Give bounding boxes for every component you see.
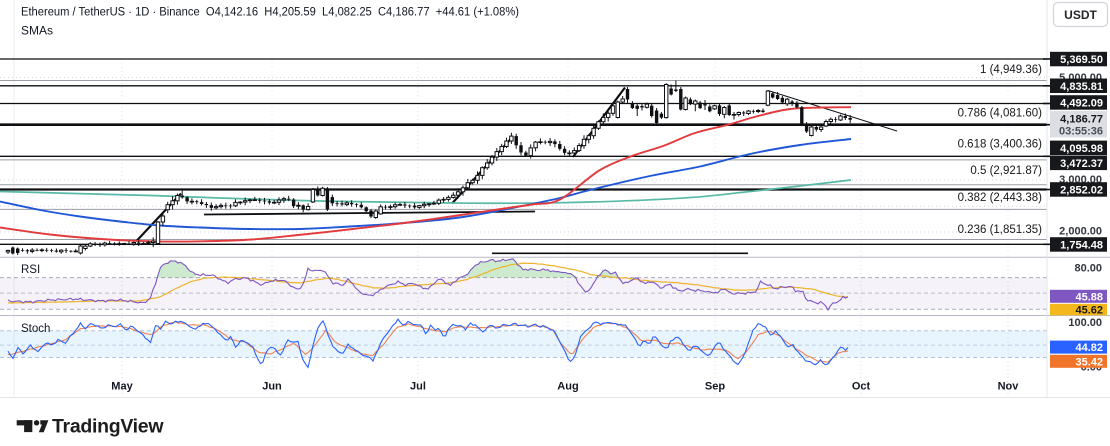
svg-text:5,369.50: 5,369.50 [1060, 54, 1103, 66]
svg-text:4,835.81: 4,835.81 [1060, 81, 1103, 93]
svg-text:SMAs: SMAs [21, 24, 53, 38]
svg-text:Jul: Jul [410, 381, 426, 393]
svg-text:1 (4,949.36): 1 (4,949.36) [980, 64, 1042, 76]
svg-text:Jun: Jun [262, 381, 282, 393]
svg-text:03:55:36: 03:55:36 [1059, 126, 1103, 138]
svg-text:100.00: 100.00 [1068, 317, 1102, 329]
svg-text:Oct: Oct [852, 381, 871, 393]
svg-text:0.786 (4,081.60): 0.786 (4,081.60) [958, 108, 1043, 120]
svg-text:May: May [111, 381, 133, 393]
svg-text:80.00: 80.00 [1074, 263, 1102, 275]
svg-text:45.62: 45.62 [1075, 305, 1103, 317]
svg-text:0.618 (3,400.36): 0.618 (3,400.36) [958, 139, 1043, 151]
svg-text:0.382 (2,443.38): 0.382 (2,443.38) [958, 192, 1043, 204]
svg-text:Sep: Sep [705, 381, 725, 393]
svg-text:45.88: 45.88 [1075, 291, 1103, 303]
svg-text:4,186.77: 4,186.77 [1060, 114, 1103, 126]
svg-text:USDT: USDT [1064, 8, 1097, 22]
svg-text:44.82: 44.82 [1075, 342, 1103, 354]
svg-text:0.5 (2,921.87): 0.5 (2,921.87) [970, 165, 1042, 177]
svg-text:Nov: Nov [998, 381, 1020, 393]
svg-text:4,492.09: 4,492.09 [1060, 97, 1103, 109]
svg-text:1,754.48: 1,754.48 [1060, 240, 1103, 252]
svg-text:RSI: RSI [21, 264, 40, 276]
svg-text:3,472.37: 3,472.37 [1060, 158, 1103, 170]
svg-text:4,095.98: 4,095.98 [1060, 143, 1103, 155]
svg-text:Aug: Aug [557, 381, 578, 393]
svg-text:Stoch: Stoch [21, 323, 50, 335]
svg-text:35.42: 35.42 [1075, 356, 1103, 368]
svg-text:0.236 (1,851.35): 0.236 (1,851.35) [958, 224, 1043, 236]
svg-text:Ethereum / TetherUS · 1D · Bin: Ethereum / TetherUS · 1D · Binance O4,14… [21, 5, 519, 19]
svg-text:TradingView: TradingView [52, 416, 164, 438]
svg-text:2,852.02: 2,852.02 [1060, 185, 1103, 197]
svg-text:2,000.00: 2,000.00 [1059, 226, 1102, 238]
